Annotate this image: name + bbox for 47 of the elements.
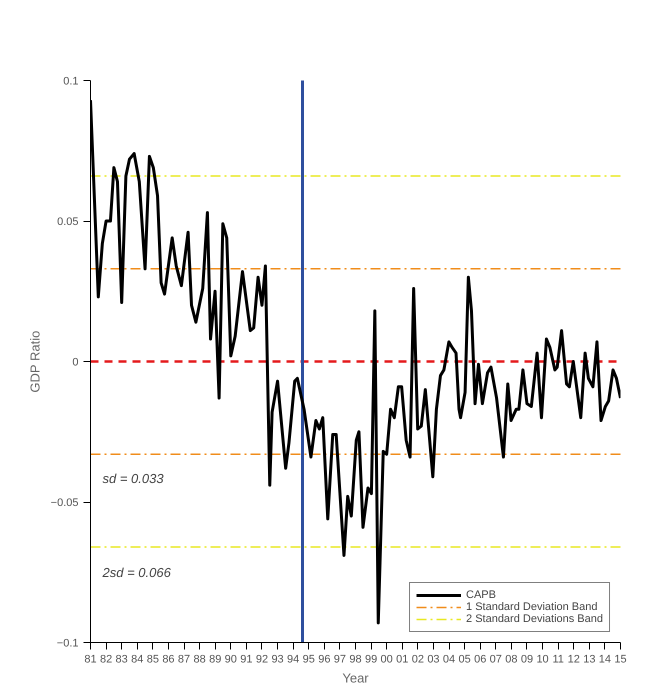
x-tick-label: 94 [287,654,300,666]
legend-label: 1 Standard Deviation Band [466,601,598,613]
annotation: sd = 0.033 [102,471,164,486]
x-tick-label: 15 [614,654,627,666]
x-tick-label: 87 [178,654,190,666]
x-tick-label: 82 [100,654,112,666]
x-tick-label: 04 [442,654,456,666]
x-tick-label: 09 [520,654,534,666]
x-tick-label: 96 [318,654,330,666]
x-tick-label: 92 [256,654,268,666]
x-tick-label: 98 [349,654,362,666]
legend-label: CAPB [466,589,496,601]
x-tick-label: 13 [583,654,596,666]
x-tick-label: 99 [364,654,378,666]
x-tick-label: 01 [396,654,408,666]
x-tick-label: 11 [552,654,564,666]
y-tick-label: −0.1 [56,638,79,650]
y-tick-label: −0.05 [50,497,79,509]
x-tick-label: 97 [334,654,346,666]
x-tick-label: 95 [302,654,315,666]
x-tick-label: 86 [162,654,175,666]
x-tick-label: 89 [209,654,222,666]
x-tick-label: 90 [224,654,237,666]
x-tick-label: 83 [116,654,128,666]
x-tick-label: 88 [194,654,206,666]
y-tick-label: 0 [72,356,79,368]
x-tick-label: 84 [131,654,144,666]
y-tick-label: 0.05 [57,216,79,228]
y-axis-title: GDP Ratio [28,330,43,393]
x-tick-label: 08 [505,654,518,666]
x-tick-label: 85 [146,654,159,666]
x-tick-label: 05 [458,654,471,666]
x-tick-label: 02 [412,654,424,666]
x-tick-label: 00 [380,654,393,666]
x-tick-label: 93 [271,654,284,666]
x-tick-label: 10 [536,654,549,666]
x-tick-label: 14 [598,654,612,666]
annotation: 2sd = 0.066 [102,565,172,580]
legend-label: 2 Standard Deviations Band [466,613,603,625]
x-tick-label: 06 [474,654,486,666]
x-tick-label: 12 [568,654,580,666]
x-tick-label: 81 [84,654,97,666]
x-tick-label: 07 [490,654,502,666]
x-tick-label: 91 [240,654,253,666]
y-tick-label: 0.1 [63,76,79,88]
x-tick-label: 03 [427,654,440,666]
x-axis-title: Year [342,670,370,686]
